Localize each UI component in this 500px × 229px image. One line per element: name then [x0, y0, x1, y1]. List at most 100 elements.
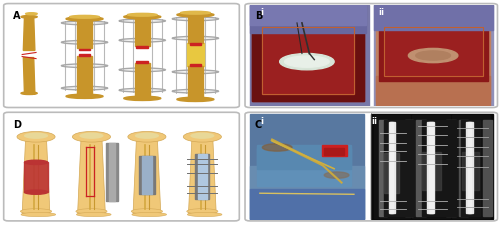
Bar	[136, 61, 148, 63]
Bar	[108, 143, 116, 201]
Text: i: i	[260, 8, 263, 17]
Ellipse shape	[119, 39, 166, 41]
Bar	[142, 156, 152, 194]
Ellipse shape	[76, 212, 111, 217]
Bar	[388, 122, 394, 213]
Bar	[459, 120, 468, 215]
Bar	[422, 152, 440, 190]
Bar	[196, 154, 209, 199]
Bar	[461, 120, 480, 215]
Ellipse shape	[132, 212, 166, 217]
Ellipse shape	[132, 209, 162, 214]
Bar	[384, 120, 418, 215]
Bar	[135, 63, 150, 98]
Polygon shape	[188, 137, 216, 213]
Bar	[135, 17, 150, 46]
Bar	[258, 148, 352, 186]
Ellipse shape	[408, 48, 458, 63]
Bar	[250, 166, 364, 219]
Polygon shape	[133, 137, 161, 213]
Bar	[186, 43, 204, 66]
Ellipse shape	[135, 133, 159, 139]
Text: i: i	[260, 117, 263, 126]
Polygon shape	[24, 57, 35, 94]
Text: ii: ii	[371, 117, 378, 126]
Bar	[404, 120, 413, 215]
Bar	[376, 76, 490, 106]
Ellipse shape	[324, 172, 349, 178]
Text: ii: ii	[378, 8, 384, 17]
Ellipse shape	[124, 15, 161, 19]
Bar	[428, 122, 432, 213]
Ellipse shape	[262, 144, 292, 151]
Bar	[250, 189, 364, 219]
Bar	[427, 122, 434, 213]
Bar	[446, 120, 456, 215]
Ellipse shape	[66, 17, 103, 21]
Bar	[374, 5, 492, 30]
Bar	[324, 148, 344, 155]
Bar	[250, 114, 364, 219]
Polygon shape	[378, 23, 488, 81]
Text: C: C	[255, 120, 262, 130]
Ellipse shape	[280, 54, 334, 70]
Bar	[384, 27, 482, 76]
Ellipse shape	[24, 133, 48, 139]
Bar	[78, 49, 90, 50]
Bar	[198, 154, 206, 199]
Ellipse shape	[21, 16, 37, 18]
Bar	[422, 120, 464, 215]
Bar	[24, 162, 48, 192]
Ellipse shape	[26, 13, 37, 15]
Bar	[390, 122, 393, 213]
Ellipse shape	[80, 133, 104, 139]
Ellipse shape	[188, 212, 222, 217]
Bar	[412, 115, 451, 218]
Ellipse shape	[177, 97, 214, 101]
Ellipse shape	[128, 131, 166, 142]
Ellipse shape	[177, 13, 214, 17]
Bar	[106, 143, 118, 201]
Ellipse shape	[21, 212, 56, 217]
Bar	[376, 18, 490, 101]
Ellipse shape	[124, 96, 161, 101]
Ellipse shape	[128, 13, 157, 16]
Text: D: D	[13, 120, 21, 130]
Bar	[258, 145, 352, 169]
Polygon shape	[22, 137, 50, 213]
Bar	[190, 44, 202, 45]
Bar	[139, 156, 155, 194]
Bar	[378, 120, 387, 215]
Bar	[250, 5, 366, 33]
Bar	[188, 66, 203, 99]
Bar	[371, 114, 492, 219]
Bar	[262, 25, 354, 94]
Ellipse shape	[119, 69, 166, 71]
Bar	[250, 5, 366, 25]
Ellipse shape	[62, 87, 108, 89]
Ellipse shape	[24, 160, 48, 164]
Bar	[416, 120, 426, 215]
Bar	[466, 122, 473, 213]
Polygon shape	[252, 18, 364, 101]
Ellipse shape	[180, 11, 210, 14]
Ellipse shape	[172, 37, 218, 39]
Bar	[462, 152, 479, 190]
Bar	[322, 145, 346, 156]
Ellipse shape	[190, 133, 214, 139]
Ellipse shape	[70, 15, 100, 18]
Bar	[77, 19, 92, 48]
Bar	[384, 153, 400, 193]
Ellipse shape	[119, 20, 166, 22]
Ellipse shape	[62, 41, 108, 43]
Bar	[190, 64, 202, 66]
Bar	[77, 56, 92, 96]
Text: A: A	[13, 11, 20, 21]
Ellipse shape	[184, 131, 222, 142]
Bar	[250, 5, 369, 106]
Bar	[482, 120, 492, 215]
Ellipse shape	[119, 89, 166, 91]
Ellipse shape	[172, 90, 218, 92]
Ellipse shape	[187, 209, 218, 214]
Bar	[188, 15, 203, 43]
